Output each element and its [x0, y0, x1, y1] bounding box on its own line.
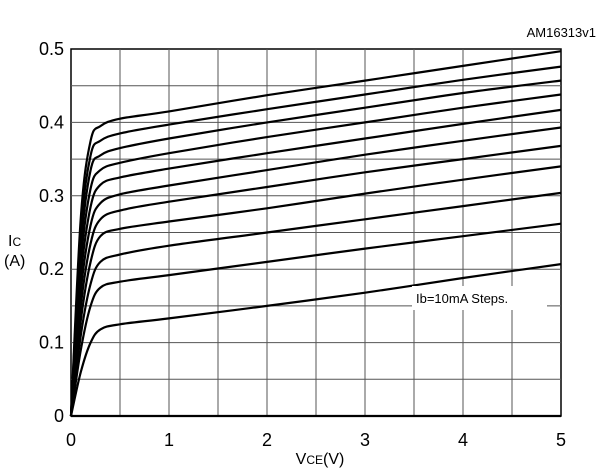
y-tick-label: 0: [54, 406, 64, 426]
ic-curve-9: [69, 79, 562, 417]
curves: [69, 50, 562, 418]
annotation-ib-steps: Ib=10mA Steps.: [416, 291, 508, 306]
x-tick-label: 2: [262, 430, 272, 450]
y-axis-label-unit: (A): [4, 253, 25, 270]
grid: [71, 49, 561, 416]
ic-curve-3: [69, 191, 562, 417]
x-axis-label: VCE(V): [296, 451, 345, 468]
ic-curve-5: [69, 144, 562, 417]
ic-curve-2: [69, 222, 562, 417]
ic-curve-11: [69, 50, 562, 417]
ic-curve-6: [69, 126, 562, 417]
x-tick-label: 1: [164, 430, 174, 450]
x-tick-label: 4: [458, 430, 468, 450]
ic-curve-4: [69, 165, 562, 417]
ic-curve-8: [69, 93, 562, 417]
x-tick-label: 0: [66, 430, 76, 450]
y-tick-label: 0.2: [39, 259, 64, 279]
chart-id-label: AM16313v1: [527, 25, 596, 40]
y-tick-label: 0.1: [39, 333, 64, 353]
ic-curve-7: [69, 108, 562, 417]
y-tick-label: 0.3: [39, 186, 64, 206]
x-tick-label: 3: [360, 430, 370, 450]
y-tick-label: 0.4: [39, 112, 64, 132]
y-tick-label: 0.5: [39, 39, 64, 59]
y-axis-label-ic: IC: [8, 233, 21, 250]
ic-curve-1: [69, 263, 562, 417]
x-tick-label: 5: [556, 430, 566, 450]
tick-labels: 0 1 2 3 4 5 0 0.1 0.2 0.3 0.4 0.5: [39, 39, 566, 450]
annotation-bg: [412, 286, 547, 310]
